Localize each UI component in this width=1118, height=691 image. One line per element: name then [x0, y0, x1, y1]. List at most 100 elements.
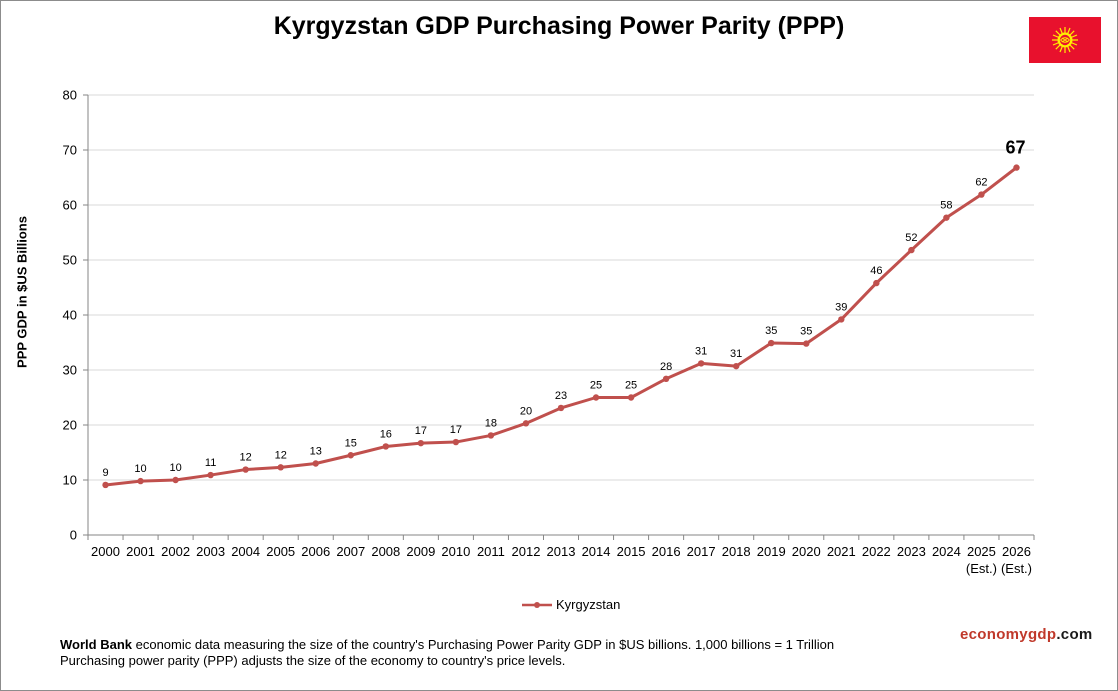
data-point	[347, 452, 354, 459]
data-label: 39	[835, 301, 847, 313]
x-tick-label: 2013	[547, 544, 576, 559]
y-tick-label: 70	[63, 143, 77, 158]
data-label: 17	[450, 424, 462, 436]
x-tick-label: 2010	[441, 544, 470, 559]
x-tick-label: 2016	[652, 544, 681, 559]
data-point	[557, 404, 565, 412]
y-tick-label: 10	[63, 473, 77, 488]
data-label: 28	[660, 361, 672, 373]
data-label: 10	[169, 462, 181, 474]
x-tick-label: 2002	[161, 544, 190, 559]
data-label: 13	[310, 446, 322, 458]
brand-domain: .com	[1056, 626, 1093, 643]
data-point	[732, 362, 740, 370]
x-tick-label: 2024	[932, 544, 961, 559]
footnote-line-2: Purchasing power parity (PPP) adjusts th…	[60, 653, 566, 668]
x-tick-label: 2001	[126, 544, 155, 559]
x-tick-label: 2025	[967, 544, 996, 559]
x-tick-label: 2006	[301, 544, 330, 559]
data-point	[137, 477, 144, 485]
x-tick-label: 2015	[617, 544, 646, 559]
data-point	[312, 460, 319, 467]
data-point	[382, 443, 390, 450]
x-tick-label: 2026	[1002, 544, 1031, 559]
footnote-source: World Bank	[60, 637, 132, 652]
footnote: World Bank economic data measuring the s…	[60, 637, 834, 669]
x-tick-label: 2022	[862, 544, 891, 559]
x-tick-label: 2017	[687, 544, 716, 559]
x-tick-sublabel: (Est.)	[966, 561, 997, 576]
data-label: 58	[940, 200, 952, 212]
x-tick-label: 2005	[266, 544, 295, 559]
brand-name: economygdp	[960, 626, 1057, 643]
x-tick-label: 2004	[231, 544, 260, 559]
x-tick-label: 2014	[582, 544, 611, 559]
data-label: 9	[102, 467, 108, 479]
data-label: 17	[415, 425, 427, 437]
data-point	[627, 394, 635, 401]
y-tick-label: 60	[63, 198, 77, 213]
data-label: 52	[905, 232, 917, 244]
data-point	[803, 340, 810, 347]
y-tick-label: 50	[63, 253, 77, 268]
data-point	[873, 279, 880, 287]
brand-logo[interactable]: economygdp.com	[960, 626, 1093, 643]
x-tick-label: 2011	[477, 544, 505, 559]
data-label: 25	[590, 380, 602, 392]
data-point	[452, 438, 460, 446]
data-point	[207, 471, 214, 479]
data-label: 67	[1005, 138, 1025, 158]
series-kyrgyzstan	[102, 164, 1020, 489]
data-point	[522, 420, 530, 427]
data-point	[978, 191, 985, 198]
legend: Kyrgyzstan	[522, 597, 620, 612]
x-tick-sublabel: (Est.)	[1001, 561, 1032, 576]
data-point	[943, 214, 950, 221]
legend-entry-kyrgyzstan: Kyrgyzstan	[556, 597, 621, 612]
y-axis-label: PPP GDP in $US Billions	[14, 216, 30, 368]
x-tick-label: 2018	[722, 544, 751, 559]
data-label: 35	[765, 325, 777, 337]
data-label: 25	[625, 380, 637, 392]
chart-title: Kyrgyzstan GDP Purchasing Power Parity (…	[273, 12, 845, 40]
data-label: 20	[520, 405, 532, 417]
series-line	[105, 166, 1018, 487]
footnote-line-1: World Bank economic data measuring the s…	[60, 637, 834, 653]
data-label: 12	[275, 449, 287, 461]
data-point	[662, 375, 670, 382]
data-label: 18	[485, 417, 497, 429]
x-tick-label: 2009	[406, 544, 435, 559]
data-label: 62	[975, 177, 987, 189]
data-point	[242, 466, 249, 473]
y-tick-label: 80	[63, 88, 77, 103]
y-tick-label: 40	[63, 308, 77, 323]
x-tick-label: 2012	[512, 544, 541, 559]
data-point	[102, 481, 109, 489]
data-point	[838, 316, 845, 323]
data-label: 10	[134, 463, 146, 475]
data-point	[277, 464, 284, 471]
data-point	[592, 394, 600, 401]
data-point	[487, 432, 495, 439]
y-tick-label: 0	[70, 528, 77, 543]
x-tick-label: 2020	[792, 544, 821, 559]
x-tick-label: 2000	[91, 544, 120, 559]
y-tick-label: 30	[63, 363, 77, 378]
data-labels: 9 10 10 11 12 12 13 15 16 17 17 18 20 23 25 25 28 31 31 35 3…	[102, 138, 1025, 479]
data-label: 31	[730, 348, 742, 360]
data-label: 15	[345, 437, 357, 449]
data-label: 11	[205, 457, 216, 469]
x-tick-label: 2008	[371, 544, 400, 559]
x-tick-label: 2007	[336, 544, 365, 559]
data-point	[417, 439, 425, 447]
data-point	[768, 339, 775, 347]
data-point	[1013, 164, 1020, 171]
data-label: 46	[870, 265, 882, 277]
data-label: 31	[695, 345, 707, 357]
legend-line-marker-icon	[522, 601, 552, 608]
footnote-line-1-text: economic data measuring the size of the …	[132, 637, 835, 652]
axes: 0 10 20 30 40 50 60 70 80 2000 2001 2002 2003 2004 200…	[63, 88, 1035, 576]
data-point	[697, 360, 705, 367]
